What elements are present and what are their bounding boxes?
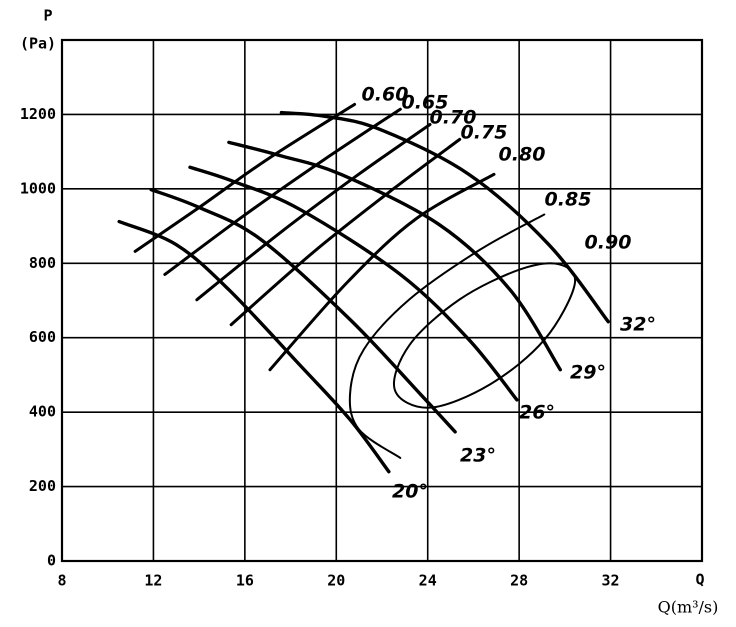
curve <box>227 140 562 372</box>
curve <box>188 165 519 402</box>
curve-label: 0.60 <box>362 84 409 106</box>
curve-label: 20° <box>392 481 428 503</box>
y-tick-label: 0 <box>47 552 56 570</box>
y-axis-label: P <box>43 7 52 25</box>
curve <box>195 122 432 302</box>
x-tick-label: 24 <box>419 572 437 590</box>
curve-label: 0.80 <box>499 144 546 166</box>
curve-label: 0.85 <box>545 189 592 211</box>
curve-label: 23° <box>460 445 496 467</box>
y-tick-label: 400 <box>29 403 56 421</box>
curve <box>268 172 496 372</box>
x-tick-label: 32 <box>602 572 620 590</box>
curve-label: 29° <box>570 362 606 384</box>
curve-label: 0.90 <box>585 232 632 254</box>
curve-label: 0.75 <box>461 122 508 144</box>
curve-label: 26° <box>519 402 555 424</box>
x-axis-label: Q <box>695 571 704 589</box>
curve <box>348 213 546 459</box>
x-tick-label: 28 <box>510 572 528 590</box>
curve-label: 0.70 <box>430 107 477 129</box>
x-tick-label: 8 <box>57 572 66 590</box>
y-tick-label: 200 <box>29 477 56 495</box>
y-tick-label: 1000 <box>20 179 56 197</box>
x-tick-label: 20 <box>327 572 345 590</box>
x-axis-unit: Q(m³/s) <box>658 598 719 617</box>
x-tick-label: 12 <box>144 572 162 590</box>
curve <box>163 107 402 276</box>
curve-label: 32° <box>620 314 656 336</box>
curve <box>229 137 462 327</box>
curve <box>279 110 610 324</box>
y-tick-label: 800 <box>29 254 56 272</box>
x-tick-label: 16 <box>236 572 254 590</box>
plot-frame <box>60 38 704 563</box>
y-tick-label: 1200 <box>20 105 56 123</box>
curve <box>149 187 457 434</box>
y-axis-unit: (Pa) <box>20 35 56 53</box>
curve <box>117 219 391 474</box>
curve <box>133 102 357 253</box>
curve-label: 0.65 <box>402 92 449 114</box>
curve <box>393 262 577 409</box>
y-tick-label: 600 <box>29 328 56 346</box>
